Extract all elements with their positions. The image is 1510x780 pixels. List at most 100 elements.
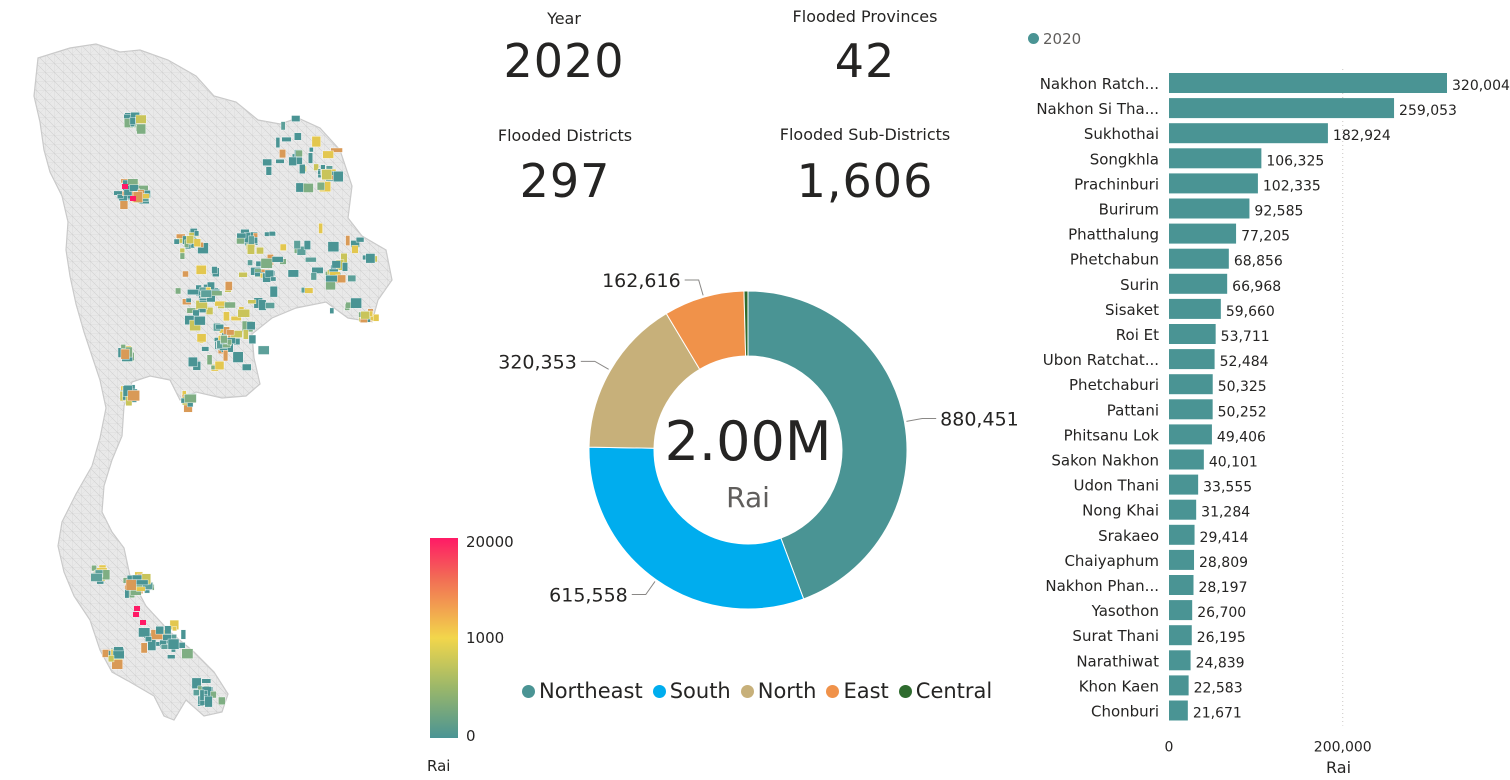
donut-slice-central[interactable] bbox=[743, 290, 749, 357]
region-donut-chart[interactable]: 880,451 615,558 320,353 162,616 2.00M Rai N… bbox=[440, 250, 1040, 720]
donut-slice-south[interactable] bbox=[588, 446, 805, 610]
flooded-district-patch bbox=[180, 629, 186, 640]
flooded-district-patch bbox=[308, 152, 313, 164]
flooded-district-patch bbox=[210, 691, 217, 699]
flooded-district-patch bbox=[325, 275, 338, 283]
bar-0[interactable] bbox=[1169, 73, 1447, 93]
flooded-district-patch bbox=[218, 696, 226, 705]
bar-category-label: Phetchabun bbox=[1070, 251, 1159, 269]
donut-value-label: 320,353 bbox=[498, 351, 577, 373]
bar-value-label: 106,325 bbox=[1266, 153, 1324, 169]
donut-slice-northeast[interactable] bbox=[747, 290, 908, 600]
bar-category-label: Songkhla bbox=[1090, 150, 1159, 168]
bar-24[interactable] bbox=[1169, 675, 1189, 696]
bar-18[interactable] bbox=[1169, 524, 1195, 545]
donut-legend-item-south[interactable]: South bbox=[652, 679, 731, 703]
flooded-district-patch bbox=[167, 654, 176, 659]
bar-21[interactable] bbox=[1169, 600, 1193, 621]
donut-legend[interactable]: Northeast South North East Central bbox=[522, 679, 1022, 703]
flooded-district-patch bbox=[223, 311, 230, 322]
bar-3[interactable] bbox=[1169, 148, 1262, 169]
bar-category-label: Sakon Nakhon bbox=[1051, 452, 1159, 470]
bar-13[interactable] bbox=[1169, 399, 1213, 420]
bar-16[interactable] bbox=[1169, 474, 1199, 495]
flooded-district-patch bbox=[355, 237, 365, 243]
bar-20[interactable] bbox=[1169, 575, 1194, 595]
bar-value-label: 22,583 bbox=[1194, 680, 1243, 696]
map-color-legend: 20000 1000 0 Rai bbox=[420, 530, 520, 780]
flooded-district-patch bbox=[347, 274, 357, 282]
flooded-district-patches bbox=[90, 111, 380, 708]
bar-14[interactable] bbox=[1169, 424, 1212, 445]
flooded-district-patch bbox=[257, 345, 270, 355]
donut-legend-item-northeast[interactable]: Northeast bbox=[522, 679, 643, 703]
bar-22[interactable] bbox=[1169, 625, 1192, 646]
flooded-district-patch bbox=[224, 281, 233, 291]
bar-category-label: Sisaket bbox=[1105, 301, 1159, 319]
donut-legend-item-east[interactable]: East bbox=[826, 679, 889, 703]
flooded-district-patch bbox=[192, 309, 200, 317]
flooded-district-patch bbox=[329, 307, 335, 314]
flooded-district-patch bbox=[116, 194, 124, 199]
bar-23[interactable] bbox=[1169, 650, 1191, 671]
flooded-district-patch bbox=[265, 166, 272, 176]
flooded-district-patch bbox=[179, 252, 186, 260]
flooded-district-patch bbox=[311, 267, 324, 274]
bar-value-label: 28,809 bbox=[1199, 555, 1248, 571]
bar-2[interactable] bbox=[1169, 123, 1328, 144]
flooded-district-patch bbox=[164, 625, 172, 635]
bar-category-label: Ubon Ratchat... bbox=[1043, 351, 1159, 369]
kpi-year-value: 2020 bbox=[503, 34, 625, 88]
flooded-district-patch bbox=[173, 238, 180, 245]
bar-8[interactable] bbox=[1169, 273, 1228, 294]
bar-value-label: 49,406 bbox=[1217, 429, 1266, 445]
flooded-district-patch bbox=[91, 565, 97, 572]
bar-11[interactable] bbox=[1169, 349, 1215, 370]
flooded-district-patch bbox=[236, 232, 247, 239]
bar-19[interactable] bbox=[1169, 549, 1195, 570]
bar-10[interactable] bbox=[1169, 324, 1216, 344]
bar-17[interactable] bbox=[1169, 499, 1197, 520]
flooded-district-patch bbox=[222, 350, 229, 362]
flooded-district-patch bbox=[193, 316, 206, 326]
bar-12[interactable] bbox=[1169, 374, 1213, 395]
donut-legend-label: South bbox=[669, 679, 731, 703]
bar-7[interactable] bbox=[1169, 248, 1229, 269]
bar-legend[interactable]: 2020 bbox=[1028, 29, 1081, 48]
donut-legend-item-central[interactable]: Central bbox=[898, 679, 992, 703]
province-bar-chart[interactable]: 2020 Nakhon Ratch... 320,004 Nakhon Si Tha… bbox=[1020, 0, 1510, 780]
bar-4[interactable] bbox=[1169, 173, 1258, 194]
donut-value-label: 615,558 bbox=[549, 584, 628, 606]
flooded-district-patch bbox=[241, 363, 252, 371]
bar-6[interactable] bbox=[1169, 223, 1237, 244]
flood-map[interactable] bbox=[0, 0, 420, 780]
flooded-district-patch-high bbox=[133, 612, 139, 617]
donut-chart-svg[interactable]: 880,451 615,558 320,353 162,616 bbox=[440, 250, 1040, 720]
bar-9[interactable] bbox=[1169, 298, 1221, 319]
flooded-district-patch bbox=[185, 235, 194, 244]
flooded-district-patch bbox=[281, 136, 292, 142]
flooded-district-patch bbox=[350, 297, 362, 309]
flooded-district-patch-high bbox=[140, 620, 146, 625]
bar-15[interactable] bbox=[1169, 449, 1204, 470]
bar-chart-svg[interactable]: Nakhon Ratch... 320,004 Nakhon Si Tha... 25… bbox=[1020, 0, 1510, 780]
bar-value-label: 59,660 bbox=[1226, 304, 1275, 320]
bar-value-label: 50,252 bbox=[1218, 404, 1267, 420]
flooded-district-patch bbox=[303, 240, 311, 250]
donut-legend-label: East bbox=[843, 679, 889, 703]
donut-legend-item-north[interactable]: North bbox=[740, 679, 816, 703]
flooded-district-patch bbox=[310, 272, 317, 281]
bar-5[interactable] bbox=[1169, 198, 1250, 219]
flooded-district-patch bbox=[265, 302, 275, 309]
thailand-map-svg[interactable] bbox=[0, 0, 420, 780]
flooded-district-patch bbox=[136, 123, 146, 135]
legend-gradient-bar bbox=[430, 538, 458, 738]
bar-value-label: 31,284 bbox=[1201, 505, 1250, 521]
flooded-district-patch bbox=[365, 253, 376, 264]
bar-25[interactable] bbox=[1169, 700, 1188, 721]
bar-1[interactable] bbox=[1169, 98, 1395, 119]
legend-marker-icon bbox=[522, 684, 535, 698]
legend-tick-min: 0 bbox=[466, 727, 476, 745]
flooded-district-patch bbox=[127, 178, 139, 186]
flooded-district-patch bbox=[196, 333, 207, 343]
